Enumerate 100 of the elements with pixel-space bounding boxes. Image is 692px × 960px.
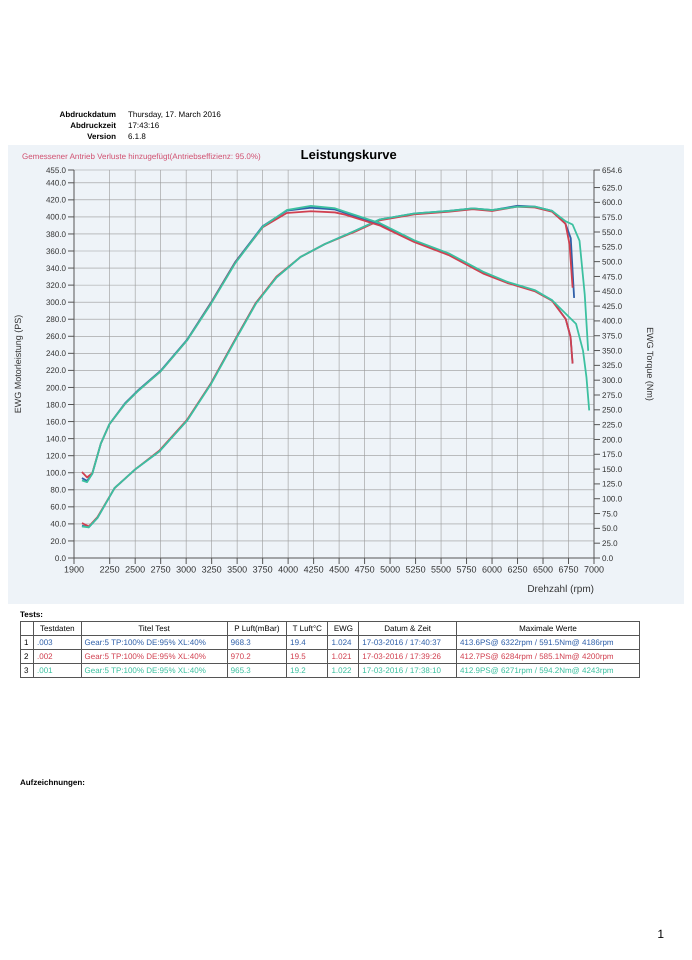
text: Testdaten xyxy=(34,622,82,636)
text: Datum & Zeit xyxy=(358,622,456,636)
text: Gear:5 TP:100% DE:95% XL:40% xyxy=(81,650,228,664)
y-tick-label: 360.0 xyxy=(46,246,67,256)
x-tick-label: 3750 xyxy=(252,564,273,574)
text: 19.5 xyxy=(286,650,328,664)
y2-tick-label: 550.0 xyxy=(602,228,623,237)
y2-tick-label: 175.0 xyxy=(602,450,623,460)
text: 17-03-2016 / 17:38:10 xyxy=(358,664,456,678)
y2-tick-label: 500.0 xyxy=(602,257,623,266)
y2-tick-label: 300.0 xyxy=(602,376,623,386)
y-tick-label: 260.0 xyxy=(46,332,67,342)
chart-subtitle: Gemessener Antrieb Verluste hinzugefügt(Antriebseffizienz: 95.0%) xyxy=(22,152,261,161)
text: 1.021 xyxy=(328,650,359,664)
y2-tick-label: 275.0 xyxy=(602,390,623,400)
text: EWG xyxy=(328,622,359,636)
y-tick-label: 280.0 xyxy=(46,315,67,324)
text: 1 xyxy=(20,636,34,650)
text: 19.2 xyxy=(286,664,328,678)
x-tick-label: 6250 xyxy=(508,564,528,574)
text: 1.024 xyxy=(328,636,359,650)
y-tick-label: 340.0 xyxy=(46,264,67,273)
y-tick-label: 420.0 xyxy=(46,196,67,205)
y2-tick-label: 425.0 xyxy=(602,302,623,311)
x-tick-label: 6500 xyxy=(533,564,554,574)
text: Maximale Werte xyxy=(456,622,640,636)
y-tick-label: 220.0 xyxy=(46,366,67,376)
x-tick-label: 5500 xyxy=(431,564,452,574)
text: Tests: xyxy=(20,610,44,619)
text: 17-03-2016 / 17:40:37 xyxy=(358,636,456,650)
y2-tick-label: 100.0 xyxy=(602,494,623,504)
text: 412.9PS@ 6271rpm / 594.2Nm@ 4243rpm xyxy=(456,664,640,678)
y2-axis-title: EWG Torque (Nm) xyxy=(644,327,655,401)
text: .003 xyxy=(34,636,82,650)
y-tick-label: 300.0 xyxy=(46,298,67,308)
y-tick-label: 440.0 xyxy=(46,178,67,188)
y2-tick-label: 654.6 xyxy=(602,166,623,175)
y-tick-label: 240.0 xyxy=(46,349,67,358)
text: Gear:5 TP:100% DE:95% XL:40% xyxy=(81,664,228,678)
x-tick-label: 4500 xyxy=(329,564,350,574)
text: P Luft(mBar) xyxy=(227,622,287,636)
y2-tick-label: 400.0 xyxy=(602,316,623,326)
text: 968.3 xyxy=(227,636,287,650)
x-tick-label: 3250 xyxy=(202,564,222,574)
x-tick-label: 5250 xyxy=(406,564,426,574)
y2-tick-label: 350.0 xyxy=(602,346,623,356)
y-tick-label: 100.0 xyxy=(46,468,67,478)
x-tick-label: 4750 xyxy=(354,564,375,574)
y-tick-label: 40.0 xyxy=(50,520,67,529)
text: Abdruckdatum xyxy=(58,110,117,119)
text: .002 xyxy=(34,650,82,664)
text: 17-03-2016 / 17:39:26 xyxy=(358,650,456,664)
y2-tick-label: 25.0 xyxy=(602,539,618,548)
text: Version xyxy=(86,132,117,141)
y-tick-label: 140.0 xyxy=(46,434,67,444)
y2-tick-label: 125.0 xyxy=(602,480,623,489)
y2-tick-label: 225.0 xyxy=(602,420,623,430)
y2-tick-label: 75.0 xyxy=(602,509,618,518)
text: 6.1.8 xyxy=(128,132,147,141)
x-tick-label: 5000 xyxy=(380,564,400,574)
x-tick-label: 5750 xyxy=(456,564,477,574)
y-tick-label: 0.0 xyxy=(54,554,67,563)
y2-tick-label: 325.0 xyxy=(602,361,623,370)
x-tick-label: 2250 xyxy=(100,564,120,574)
y2-tick-label: 375.0 xyxy=(602,332,623,341)
y2-tick-label: 575.0 xyxy=(602,213,623,222)
text: Thursday, 17. March 2016 xyxy=(128,110,222,119)
y2-tick-label: 475.0 xyxy=(602,272,623,282)
x-tick-label: 4250 xyxy=(304,564,324,574)
y-tick-label: 320.0 xyxy=(46,280,67,290)
y-tick-label: 60.0 xyxy=(50,502,67,512)
x-tick-label: 1900 xyxy=(64,564,84,574)
text: 19.4 xyxy=(286,636,328,650)
text: 413.6PS@ 6322rpm / 591.5Nm@ 4186rpm xyxy=(456,636,640,650)
y-tick-label: 160.0 xyxy=(46,417,67,426)
y2-tick-label: 525.0 xyxy=(602,242,623,252)
y2-tick-label: 200.0 xyxy=(602,435,623,444)
text: 3 xyxy=(20,664,34,678)
x-axis-title: Drehzahl (rpm) xyxy=(527,584,594,595)
text: 970.2 xyxy=(227,650,287,664)
y-tick-label: 180.0 xyxy=(46,400,67,410)
y2-tick-label: 150.0 xyxy=(602,464,623,474)
y-tick-label: 400.0 xyxy=(46,212,67,222)
y-tick-label: 120.0 xyxy=(46,452,67,461)
y2-tick-label: 625.0 xyxy=(602,183,623,192)
text: 2 xyxy=(20,650,34,664)
y-tick-label: 80.0 xyxy=(50,486,67,495)
y2-tick-label: 0.0 xyxy=(602,554,614,563)
y2-tick-label: 50.0 xyxy=(602,524,618,534)
text: Abdruckzeit xyxy=(69,121,117,130)
x-tick-label: 4000 xyxy=(278,564,298,574)
text: 17:43:16 xyxy=(128,121,160,130)
text: 412.7PS@ 6284rpm / 585.1Nm@ 4200rpm xyxy=(456,650,640,664)
x-tick-label: 6000 xyxy=(482,564,502,574)
text: .001 xyxy=(34,664,82,678)
y-tick-label: 20.0 xyxy=(50,536,67,546)
text: 1 xyxy=(656,927,665,941)
y-tick-label: 200.0 xyxy=(46,383,67,392)
text: Titel Test xyxy=(81,622,228,636)
text: Gear:5 TP:100% DE:95% XL:40% xyxy=(81,636,228,650)
